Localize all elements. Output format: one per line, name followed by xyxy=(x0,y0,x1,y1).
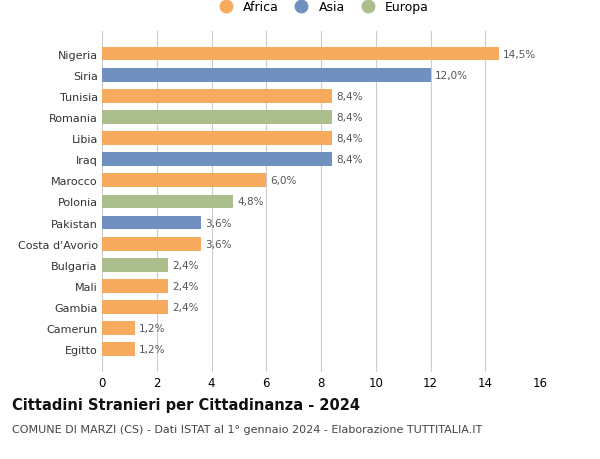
Bar xyxy=(102,111,332,124)
Text: 1,2%: 1,2% xyxy=(139,345,166,354)
Bar xyxy=(102,153,332,167)
Text: 8,4%: 8,4% xyxy=(336,134,362,144)
Bar xyxy=(102,132,332,146)
Bar xyxy=(102,322,135,335)
Bar xyxy=(102,258,168,272)
Text: 2,4%: 2,4% xyxy=(172,281,199,291)
Text: 8,4%: 8,4% xyxy=(336,112,362,123)
Bar xyxy=(102,195,233,209)
Bar xyxy=(102,216,200,230)
Bar xyxy=(102,280,168,293)
Text: 2,4%: 2,4% xyxy=(172,302,199,312)
Bar xyxy=(102,343,135,356)
Text: 2,4%: 2,4% xyxy=(172,260,199,270)
Text: 8,4%: 8,4% xyxy=(336,155,362,165)
Text: 14,5%: 14,5% xyxy=(503,50,536,59)
Text: 1,2%: 1,2% xyxy=(139,324,166,333)
Text: 6,0%: 6,0% xyxy=(271,176,297,186)
Text: 8,4%: 8,4% xyxy=(336,92,362,101)
Bar xyxy=(102,237,200,251)
Text: Cittadini Stranieri per Cittadinanza - 2024: Cittadini Stranieri per Cittadinanza - 2… xyxy=(12,397,360,412)
Bar xyxy=(102,69,431,82)
Text: 4,8%: 4,8% xyxy=(238,197,264,207)
Text: 3,6%: 3,6% xyxy=(205,239,231,249)
Text: 3,6%: 3,6% xyxy=(205,218,231,228)
Bar xyxy=(102,301,168,314)
Bar xyxy=(102,174,266,188)
Text: COMUNE DI MARZI (CS) - Dati ISTAT al 1° gennaio 2024 - Elaborazione TUTTITALIA.I: COMUNE DI MARZI (CS) - Dati ISTAT al 1° … xyxy=(12,425,482,435)
Text: 12,0%: 12,0% xyxy=(434,71,467,80)
Bar xyxy=(102,90,332,103)
Bar xyxy=(102,48,499,61)
Legend: Africa, Asia, Europa: Africa, Asia, Europa xyxy=(213,1,429,14)
